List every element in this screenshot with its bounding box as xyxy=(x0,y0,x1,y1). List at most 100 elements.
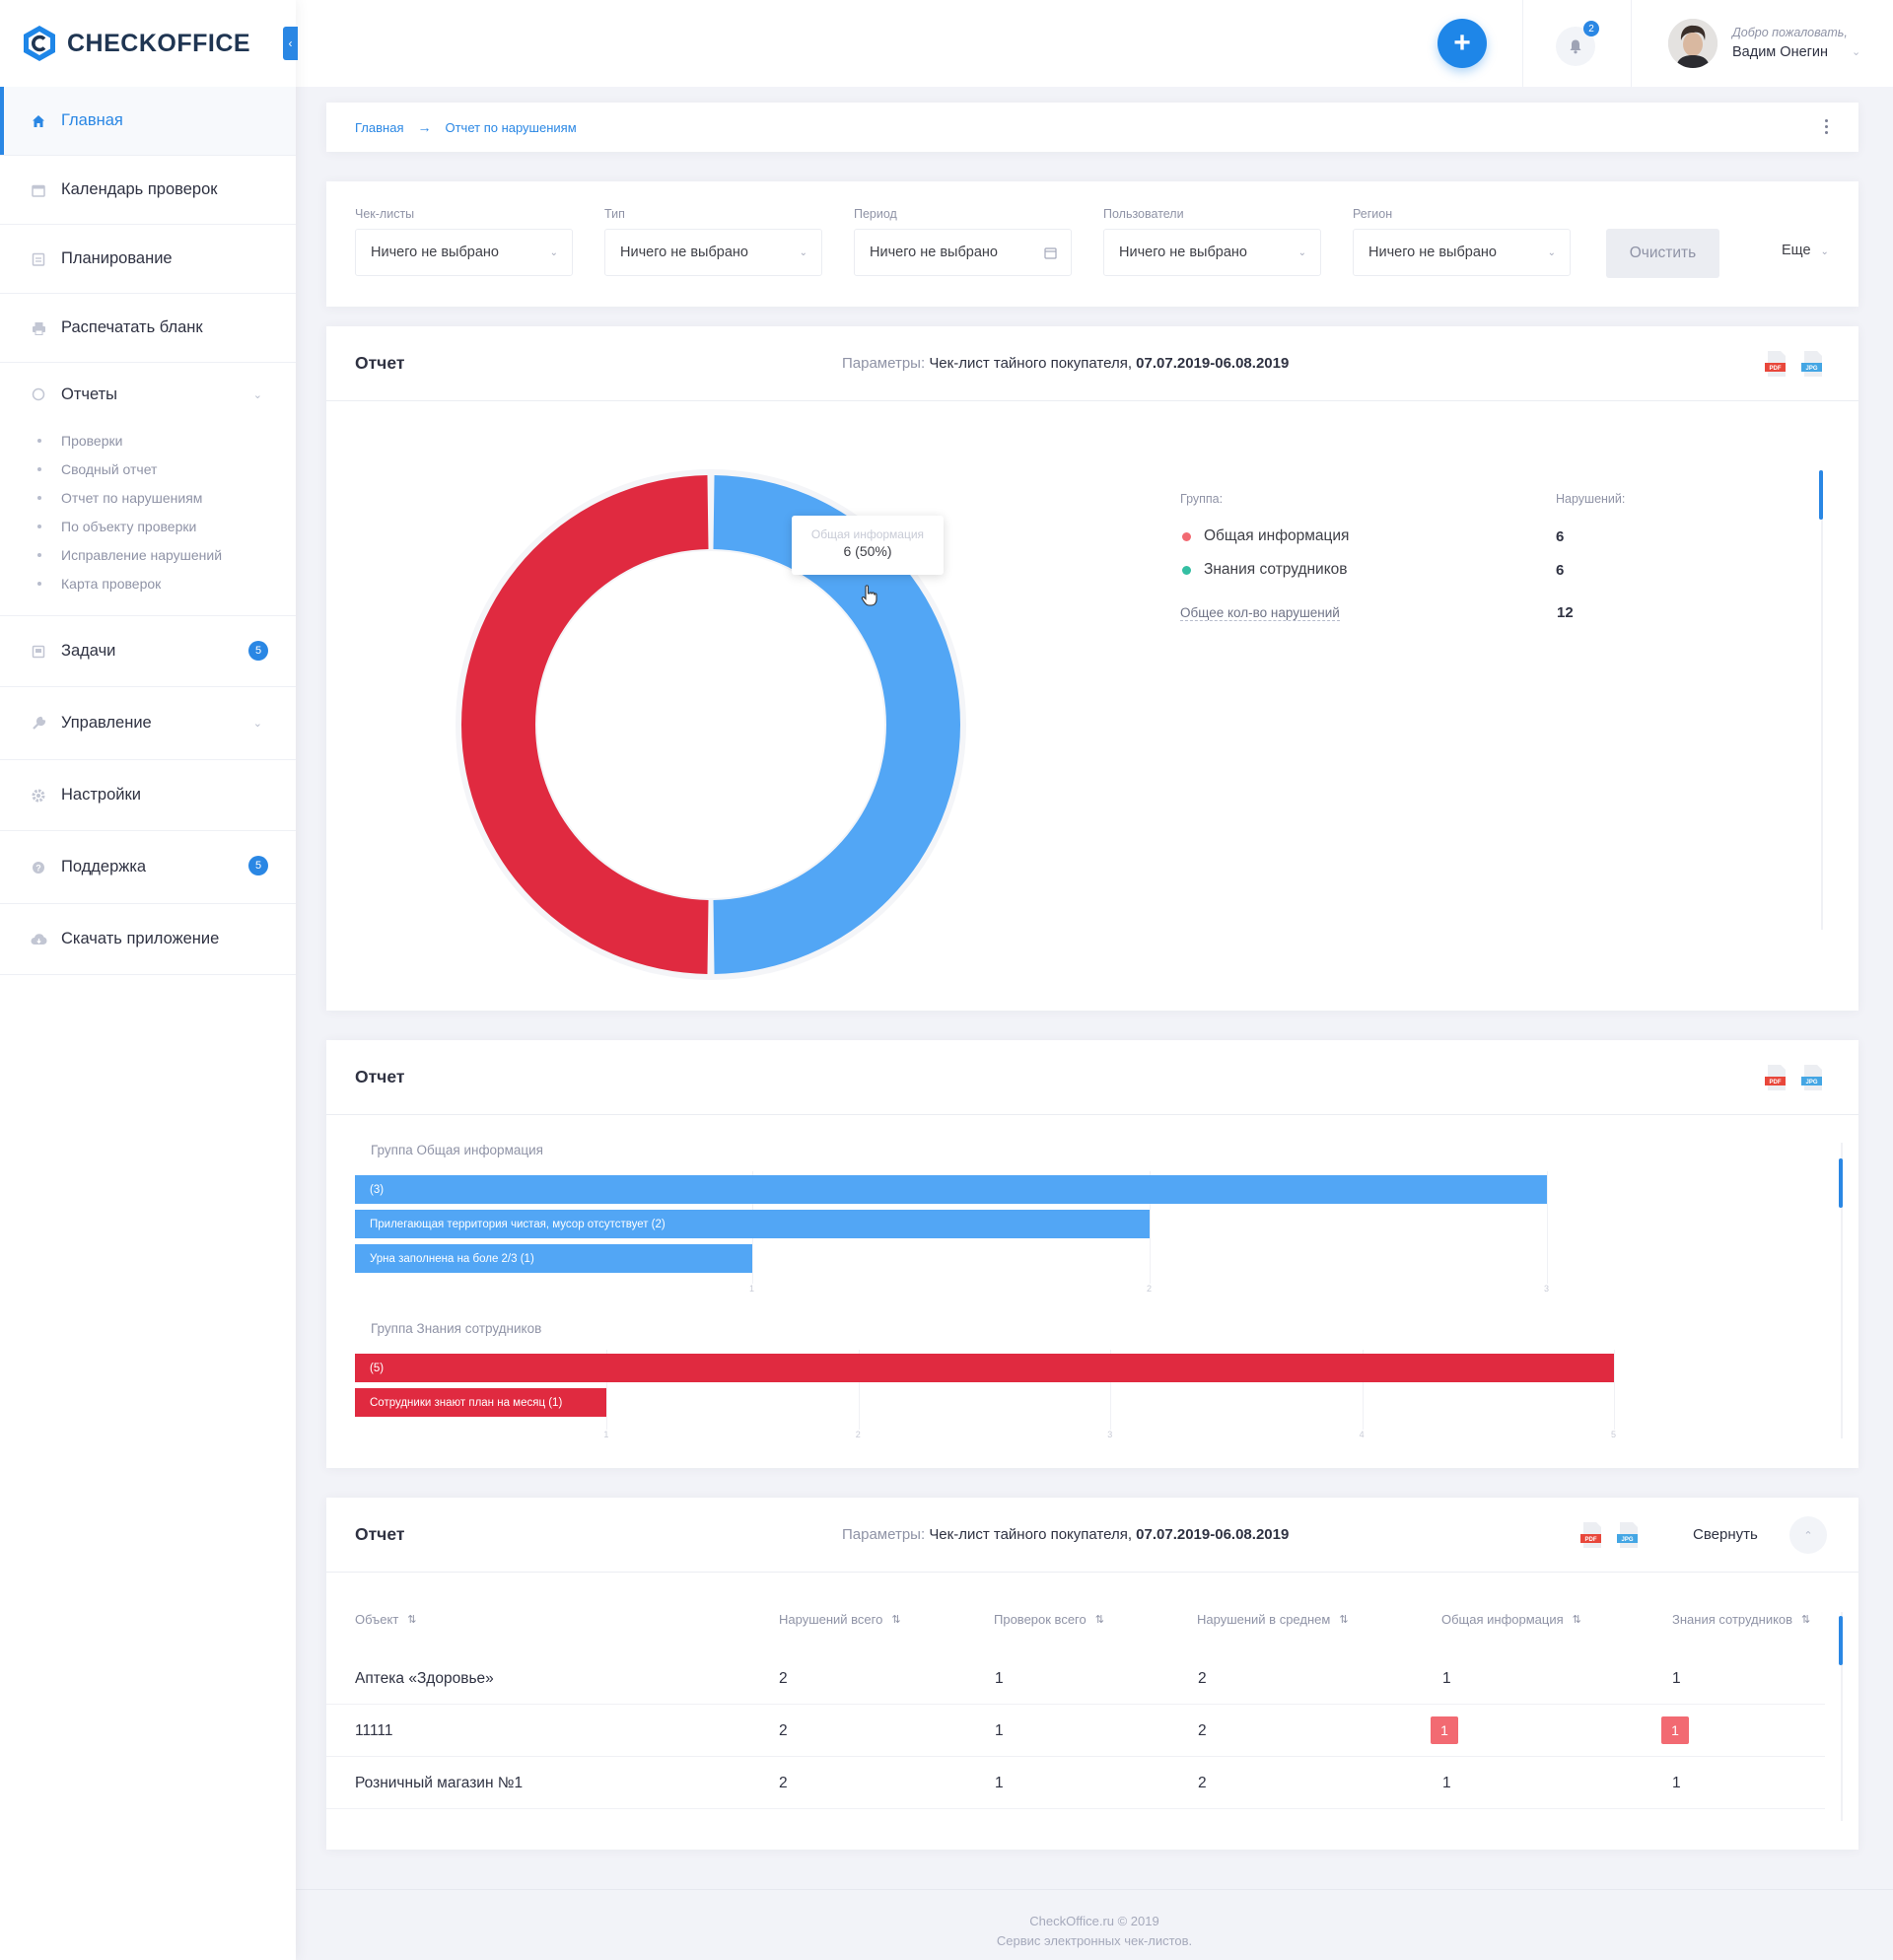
pdf-export-icon[interactable]: PDF xyxy=(1580,1521,1604,1549)
footer-tagline: Сервис электронных чек-листов. xyxy=(996,1933,1193,1948)
column-header-object[interactable]: Объект ⇅ xyxy=(355,1612,417,1627)
bar[interactable]: Сотрудники знают план на месяц (1) xyxy=(355,1388,607,1417)
cell-general-info: 1 xyxy=(1442,1670,1451,1687)
scrollbar-thumb[interactable] xyxy=(1839,1616,1843,1665)
sidebar-collapse-button[interactable]: ‹ xyxy=(283,27,298,60)
sidebar-subitem-by-object[interactable]: По объекту проверки xyxy=(0,512,296,540)
card-title: Отчет xyxy=(355,1524,405,1544)
brand-name: CHECKOFFICE xyxy=(67,29,251,57)
jpg-export-icon[interactable]: JPG xyxy=(1617,1521,1641,1549)
bar[interactable]: (3) xyxy=(355,1175,1547,1204)
chevron-down-icon: ⌄ xyxy=(799,246,807,258)
breadcrumb-home-link[interactable]: Главная xyxy=(355,119,404,135)
params-label: Параметры: xyxy=(842,1526,926,1543)
sidebar-item-print[interactable]: Распечатать бланк xyxy=(0,294,296,363)
pdf-export-icon[interactable]: PDF xyxy=(1765,1064,1788,1091)
region-select[interactable]: Ничего не выбрано ⌄ xyxy=(1353,229,1571,276)
pdf-export-icon[interactable]: PDF xyxy=(1765,350,1788,378)
scrollbar-thumb[interactable] xyxy=(1819,470,1823,520)
sidebar-item-management[interactable]: Управление ⌄ xyxy=(0,687,296,760)
legend-item[interactable]: Знания сотрудников xyxy=(1182,561,1348,579)
user-name[interactable]: Вадим Онегин xyxy=(1732,44,1829,60)
table-row[interactable]: 11111 2 1 2 1 1 xyxy=(326,1705,1825,1757)
sidebar-item-home[interactable]: Главная xyxy=(0,87,296,156)
axis-tick-label: 2 xyxy=(855,1430,861,1439)
column-header-general-info[interactable]: Общая информация ⇅ xyxy=(1441,1612,1581,1627)
legend-total-value: 12 xyxy=(1557,604,1574,621)
legend-value: 6 xyxy=(1556,562,1565,579)
sidebar-item-calendar[interactable]: Календарь проверок xyxy=(0,156,296,225)
legend-value: 6 xyxy=(1556,528,1565,545)
clear-button[interactable]: Очистить xyxy=(1606,229,1719,278)
brand[interactable]: CHECKOFFICE ‹ xyxy=(0,0,298,87)
column-header-checks-total[interactable]: Проверок всего ⇅ xyxy=(994,1612,1104,1627)
cell-staff-knowledge-highlight: 1 xyxy=(1661,1716,1689,1744)
sidebar-item-tasks[interactable]: Задачи 5 xyxy=(0,616,296,687)
type-select[interactable]: Ничего не выбрано ⌄ xyxy=(604,229,822,276)
more-filters-button[interactable]: Еще ⌄ xyxy=(1782,243,1829,258)
card-header: Отчет Параметры: Чек-лист тайного покупа… xyxy=(326,326,1858,401)
axis-tick-label: 2 xyxy=(1147,1284,1153,1294)
collapse-button[interactable]: Свернуть xyxy=(1693,1526,1758,1543)
legend-violations-header: Нарушений: xyxy=(1556,492,1626,506)
donut-slice[interactable] xyxy=(460,475,709,974)
cell-violations-total: 2 xyxy=(779,1670,788,1687)
sidebar-item-reports[interactable]: Отчеты ⌄ xyxy=(0,363,296,426)
jpg-export-icon[interactable]: JPG xyxy=(1801,350,1825,378)
period-datepicker[interactable]: Ничего не выбрано xyxy=(854,229,1072,276)
bar[interactable]: Урна заполнена на боле 2/3 (1) xyxy=(355,1244,752,1273)
sidebar-reports-group: Отчеты ⌄ Проверки Сводный отчет Отчет по… xyxy=(0,363,296,616)
column-label: Нарушений всего xyxy=(779,1612,883,1627)
checklists-select[interactable]: Ничего не выбрано ⌄ xyxy=(355,229,573,276)
sidebar-item-planning[interactable]: Планирование xyxy=(0,225,296,294)
breadcrumb-current[interactable]: Отчет по нарушениям xyxy=(445,119,577,135)
donut-slice[interactable] xyxy=(713,475,961,974)
footer: CheckOffice.ru © 2019 Сервис электронных… xyxy=(296,1889,1893,1960)
column-header-violations-avg[interactable]: Нарушений в среднем ⇅ xyxy=(1197,1612,1349,1627)
card-header: Отчет Параметры: Чек-лист тайного покупа… xyxy=(326,1498,1858,1573)
add-button[interactable]: + xyxy=(1437,19,1487,68)
table-row[interactable]: Розничный магазин №1 2 1 2 1 1 xyxy=(326,1757,1825,1809)
cell-violations-avg: 2 xyxy=(1198,1775,1207,1791)
sidebar-item-settings[interactable]: Настройки xyxy=(0,760,296,831)
sidebar-item-support[interactable]: ? Поддержка 5 xyxy=(0,831,296,904)
jpg-export-icon[interactable]: JPG xyxy=(1801,1064,1825,1091)
params-date: 07.07.2019-06.08.2019 xyxy=(1136,355,1290,372)
sidebar-item-label: Задачи xyxy=(61,642,116,660)
filter-period: Период Ничего не выбрано xyxy=(854,207,1072,276)
notifications-button[interactable]: 2 xyxy=(1556,21,1599,66)
column-header-violations-total[interactable]: Нарушений всего ⇅ xyxy=(779,1612,901,1627)
chevron-down-icon[interactable]: ⌄ xyxy=(1852,46,1861,58)
chevron-up-icon[interactable]: ⌃ xyxy=(1789,1516,1827,1554)
legend-item[interactable]: Общая информация xyxy=(1182,527,1349,545)
sidebar-subitem-map[interactable]: Карта проверок xyxy=(0,569,296,597)
more-label: Еще xyxy=(1782,243,1811,258)
select-value: Ничего не выбрано xyxy=(620,245,748,260)
column-header-staff-knowledge[interactable]: Знания сотрудников ⇅ xyxy=(1672,1612,1810,1627)
more-options-icon[interactable] xyxy=(1825,119,1829,134)
scrollbar-thumb[interactable] xyxy=(1839,1158,1843,1208)
bar[interactable]: Прилегающая территория чистая, мусор отс… xyxy=(355,1210,1150,1238)
table-row[interactable]: Аптека «Здоровье» 2 1 2 1 1 xyxy=(326,1652,1825,1705)
cloud-download-icon xyxy=(30,931,47,948)
bar[interactable]: (5) xyxy=(355,1354,1614,1382)
sidebar-subitem-summary[interactable]: Сводный отчет xyxy=(0,455,296,483)
card-title: Отчет xyxy=(355,353,405,373)
bullet-icon xyxy=(37,495,41,500)
avatar[interactable] xyxy=(1668,19,1718,68)
bar-group-title: Группа Общая информация xyxy=(371,1143,543,1157)
scrollbar-track xyxy=(1841,1612,1843,1821)
legend-group-header: Группа: xyxy=(1180,492,1224,506)
users-select[interactable]: Ничего не выбрано ⌄ xyxy=(1103,229,1321,276)
sidebar-subitem-fixes[interactable]: Исправление нарушений xyxy=(0,540,296,569)
sidebar-item-download-app[interactable]: Скачать приложение xyxy=(0,904,296,975)
cell-violations-total: 2 xyxy=(779,1722,788,1739)
donut-chart xyxy=(456,469,966,980)
sidebar-subitem-checks[interactable]: Проверки xyxy=(0,426,296,455)
column-label: Нарушений в среднем xyxy=(1197,1612,1331,1627)
cell-staff-knowledge: 1 xyxy=(1672,1775,1681,1791)
sidebar-subitem-violations[interactable]: Отчет по нарушениям xyxy=(0,483,296,512)
sidebar-item-label: Планирование xyxy=(61,249,173,267)
home-icon xyxy=(30,112,47,130)
cell-object: 11111 xyxy=(355,1722,393,1739)
